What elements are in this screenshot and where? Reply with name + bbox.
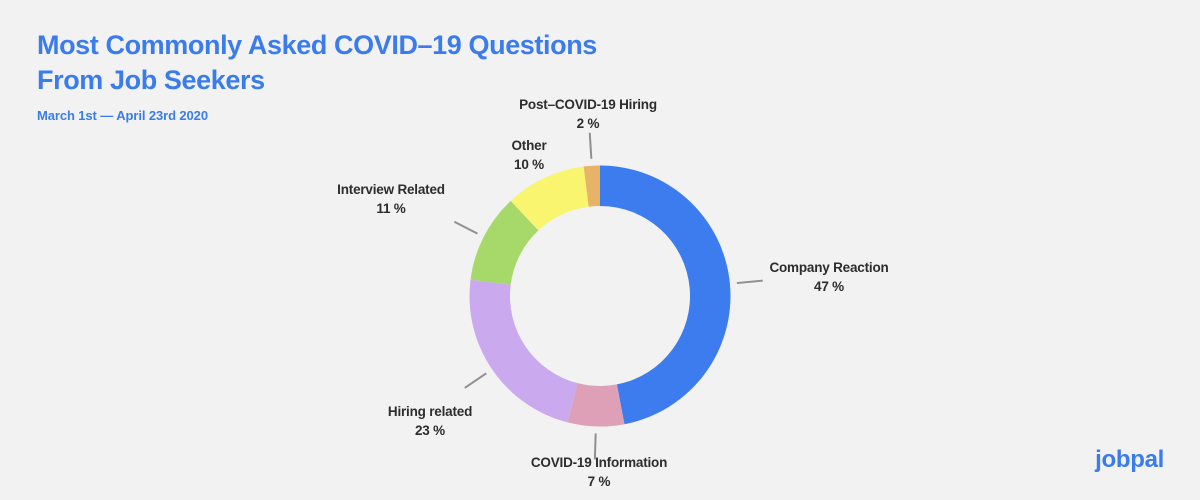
donut-segment-company-reaction [600,165,731,425]
donut-segment-interview-related [470,200,539,285]
segment-label-post-covid-19-hiring: Post–COVID-19 Hiring 2 % [519,95,657,133]
segment-name: Company Reaction [769,260,889,275]
segment-label-company-reaction: Company Reaction 47 % [769,258,888,296]
title-line-1: Most Commonly Asked COVID–19 Questions [37,30,597,60]
page-title: Most Commonly Asked COVID–19 Questions F… [37,28,597,98]
jobpal-logo: jobpal [1095,446,1164,473]
segment-label-covid-19-information: COVID-19 Information 7 % [531,453,667,491]
leader-line-interview-related [453,220,478,235]
segment-percent: 11 % [376,201,406,216]
segment-percent: 2 % [576,116,600,131]
segment-percent: 7 % [587,474,611,489]
donut-segment-covid-19-information [567,383,625,427]
donut-segment-post-covid-19-hiring [583,165,600,207]
segment-name: Hiring related [387,404,473,419]
segment-name: COVID-19 Information [530,455,668,470]
segment-name: Interview Related [337,182,445,197]
leader-line-covid-19-information [593,433,597,460]
donut-segment-other [510,166,589,231]
segment-percent: 23 % [415,423,445,438]
segment-name: Other [511,138,547,153]
segment-label-other: Other 10 % [511,136,546,174]
leader-line-post-covid-19-hiring [588,132,593,159]
date-range: March 1st — April 23rd 2020 [37,108,208,123]
donut-segment-hiring-related [469,279,578,423]
segment-name: Post–COVID-19 Hiring [519,97,657,112]
segment-percent: 47 % [814,279,844,294]
segment-percent: 10 % [514,157,544,172]
segment-label-interview-related: Interview Related 11 % [337,180,445,218]
leader-line-hiring-related [464,372,487,389]
title-line-2: From Job Seekers [37,65,265,95]
leader-line-company-reaction [736,279,763,285]
segment-label-hiring-related: Hiring related 23 % [388,402,472,440]
